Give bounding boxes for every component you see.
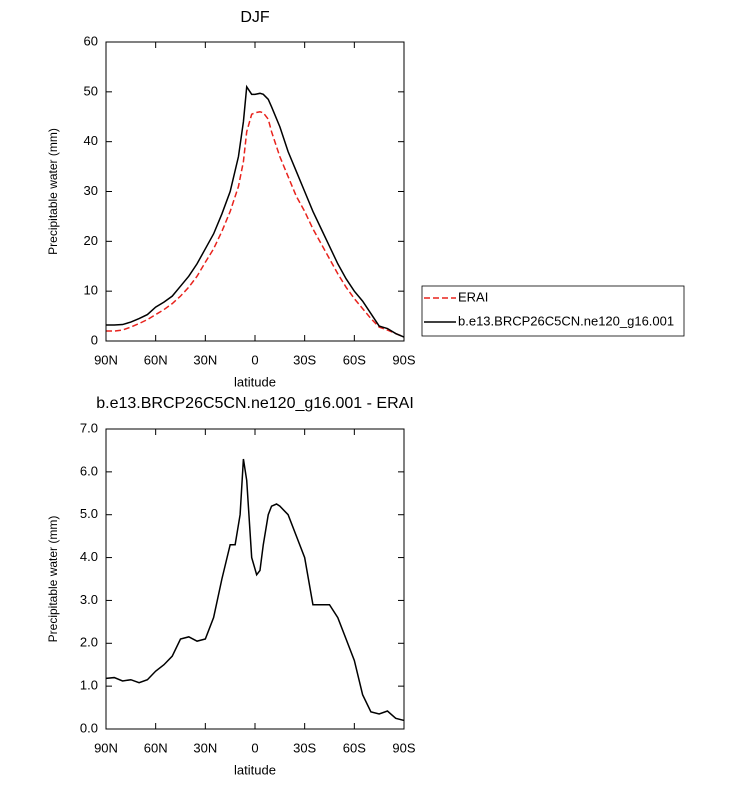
chart-title: b.e13.BRCP26C5CN.ne120_g16.001 - ERAI: [96, 395, 414, 412]
data-line: [105, 458, 405, 722]
data-line: [106, 84, 405, 338]
x-tick-label: 30S: [293, 352, 316, 367]
x-tick-label: 90S: [392, 740, 415, 755]
y-axis-label: Precipitable water (mm): [46, 516, 60, 643]
x-axis-label: latitude: [234, 762, 276, 777]
y-tick-label: 5.0: [80, 506, 98, 521]
y-tick-label: 20: [84, 233, 98, 248]
y-tick-label: 30: [84, 183, 98, 198]
y-tick-label: 0.0: [80, 720, 98, 735]
x-tick-label: 60N: [144, 740, 168, 755]
x-tick-label: 90N: [94, 740, 118, 755]
y-tick-label: 4.0: [80, 549, 98, 564]
y-tick-label: 2.0: [80, 635, 98, 650]
x-tick-label: 30N: [193, 352, 217, 367]
legend-box: [421, 285, 685, 337]
x-tick-label: 30N: [193, 740, 217, 755]
y-tick-label: 0: [91, 332, 98, 347]
x-tick-label: 0: [251, 352, 258, 367]
legend-label: b.e13.BRCP26C5CN.ne120_g16.001: [458, 313, 674, 328]
y-tick-label: 1.0: [80, 678, 98, 693]
plot-frame: [105, 41, 405, 342]
chart-title: DJF: [240, 9, 270, 26]
x-tick-label: 90S: [392, 352, 415, 367]
x-tick-label: 30S: [293, 740, 316, 755]
x-tick-label: 60N: [144, 352, 168, 367]
y-tick-label: 3.0: [80, 592, 98, 607]
y-tick-label: 6.0: [80, 463, 98, 478]
data-line: [106, 110, 405, 338]
y-tick-label: 7.0: [80, 420, 98, 435]
x-tick-label: 90N: [94, 352, 118, 367]
y-tick-label: 40: [84, 133, 98, 148]
y-tick-label: 50: [84, 83, 98, 98]
x-tick-label: 60S: [343, 740, 366, 755]
legend-label: ERAI: [458, 289, 488, 304]
y-tick-label: 10: [84, 283, 98, 298]
x-tick-label: 60S: [343, 352, 366, 367]
y-axis-label: Precipitable water (mm): [46, 128, 60, 255]
y-tick-label: 60: [84, 33, 98, 48]
x-axis-label: latitude: [234, 374, 276, 389]
plot-frame: [105, 428, 405, 730]
x-tick-label: 0: [251, 740, 258, 755]
